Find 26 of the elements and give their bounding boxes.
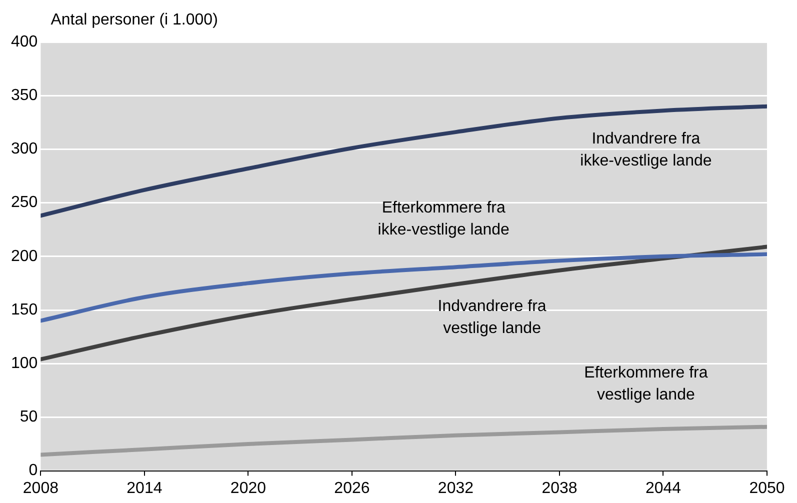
x-tick-label: 2038 — [542, 480, 578, 497]
y-tick-label: 200 — [10, 248, 38, 265]
y-tick-label: 350 — [10, 87, 38, 104]
y-tick-label: 300 — [10, 140, 38, 158]
y-tick-label: 100 — [10, 355, 38, 372]
series-label: Indvandrere fra ikke-vestlige lande — [580, 130, 712, 170]
line-series — [40, 424, 767, 457]
y-tick-label: 400 — [10, 33, 38, 50]
series-label: Efterkommere fra vestlige lande — [584, 364, 708, 404]
x-tick-label: 2008 — [22, 480, 59, 497]
x-tick-label: 2044 — [645, 480, 682, 497]
x-tick-label: 2026 — [334, 480, 370, 497]
x-tick-label: 2014 — [126, 480, 162, 497]
x-tick-label: 2050 — [749, 480, 785, 497]
x-tick-label: 2032 — [438, 480, 474, 497]
line-series — [40, 252, 767, 323]
y-tick-label: 250 — [10, 194, 38, 212]
y-axis-title: Antal personer (i 1.000) — [50, 11, 218, 28]
x-tick-label: 2020 — [230, 480, 266, 497]
series-label: Indvandrere fra vestlige lande — [438, 298, 546, 337]
y-tick-label: 150 — [10, 301, 38, 318]
y-tick-label: 0 — [28, 462, 38, 480]
line-series — [40, 104, 767, 218]
y-tick-label: 50 — [20, 408, 38, 426]
series-label: Efterkommere fra ikke-vestlige lande — [378, 199, 510, 238]
line-series — [40, 244, 767, 362]
